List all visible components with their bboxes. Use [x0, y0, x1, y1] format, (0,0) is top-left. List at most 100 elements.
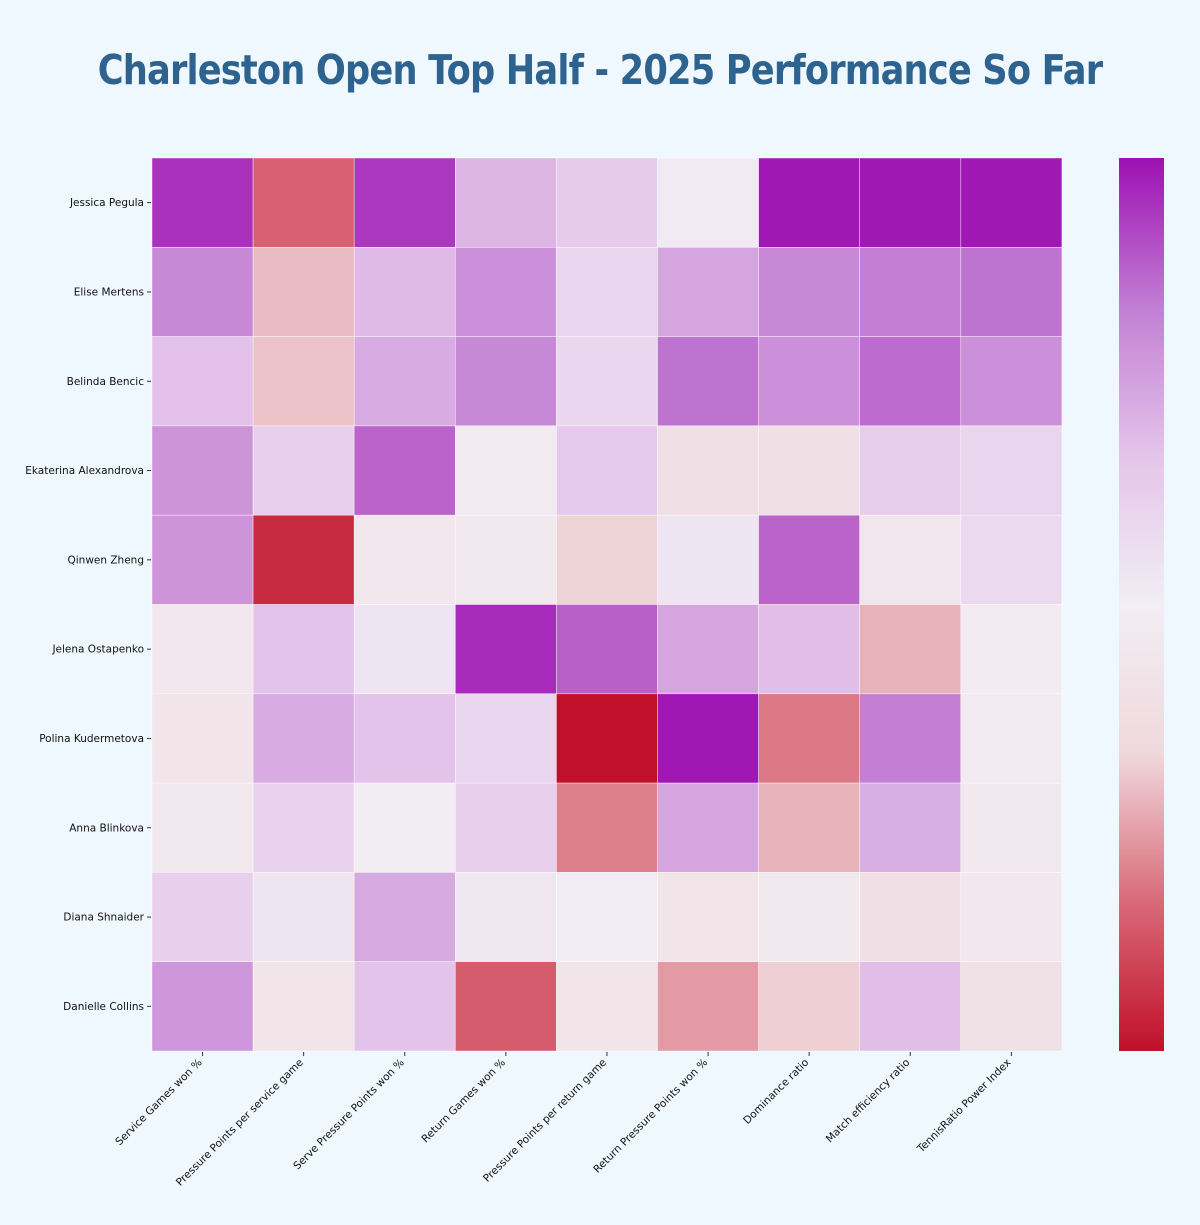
heatmap-cell — [758, 961, 860, 1052]
heatmap-cell — [859, 872, 962, 963]
heatmap-cell — [556, 157, 658, 248]
heatmap-cell — [758, 782, 860, 873]
y-tick-label: Elise Mertens — [74, 286, 144, 298]
y-tick-label: Belinda Bencic — [67, 376, 145, 388]
x-tick-label: TennisRatio Power Index — [914, 1057, 1013, 1156]
heatmap-cell — [556, 247, 658, 337]
heatmap-cell — [657, 604, 759, 695]
y-tick-label: Jessica Pegula — [69, 197, 144, 209]
heatmap-cell — [657, 157, 759, 248]
heatmap-cell — [353, 247, 456, 337]
heatmap-cell — [151, 247, 254, 337]
x-tick-label: Serve Pressure Points won % — [291, 1057, 407, 1173]
y-tick-label: Diana Shnaider — [63, 912, 144, 924]
heatmap-cell — [454, 604, 557, 695]
heatmap-cell — [151, 782, 254, 873]
heatmap-cell — [151, 157, 254, 248]
heatmap-cell — [556, 872, 658, 963]
x-tick-label: Pressure Points per service game — [174, 1057, 306, 1189]
heatmap-cell — [960, 961, 1063, 1052]
x-tick-label: Dominance ratio — [741, 1057, 811, 1127]
heatmap-cell — [556, 604, 658, 695]
heatmap-cell — [556, 514, 658, 605]
heatmap-cell — [151, 514, 254, 605]
heatmap-cell — [252, 336, 355, 427]
heatmap-cell — [960, 604, 1063, 695]
heatmap-cell — [252, 872, 355, 963]
heatmap-cell — [454, 247, 557, 337]
heatmap-cell — [556, 336, 658, 427]
y-tick-label: Polina Kudermetova — [39, 733, 144, 745]
heatmap-cell — [657, 247, 759, 337]
heatmap-cell — [859, 604, 962, 695]
heatmap-cell — [859, 693, 962, 784]
heatmap-cell — [960, 425, 1063, 516]
heatmap-cell — [960, 693, 1063, 784]
x-tick-label: Return Pressure Points won % — [591, 1057, 710, 1176]
heatmap-cell — [353, 425, 456, 516]
heatmap-cell — [960, 782, 1063, 873]
heatmap-cell — [151, 872, 254, 963]
heatmap-cell — [960, 872, 1063, 963]
x-tick-label: Match efficiency ratio — [824, 1057, 913, 1146]
heatmap-cell — [151, 693, 254, 784]
heatmap-cell — [556, 693, 658, 784]
heatmap-cell — [657, 782, 759, 873]
heatmap-cell — [657, 961, 759, 1052]
heatmap-cell — [758, 604, 860, 695]
heatmap-cell — [353, 872, 456, 963]
heatmap-cell — [859, 336, 962, 427]
heatmap-cell — [454, 693, 557, 784]
heatmap-cell — [252, 514, 355, 605]
heatmap-cell — [758, 872, 860, 963]
heatmap-cell — [353, 961, 456, 1052]
y-tick-label: Danielle Collins — [63, 1001, 144, 1013]
y-tick-label: Anna Blinkova — [69, 822, 144, 834]
heatmap-cell — [960, 336, 1063, 427]
heatmap-cell — [960, 514, 1063, 605]
heatmap-cell — [454, 514, 557, 605]
heatmap-cell — [151, 961, 254, 1052]
heatmap-cell — [252, 247, 355, 337]
heatmap-cell — [454, 782, 557, 873]
heatmap-cell — [758, 336, 860, 427]
heatmap-cell — [556, 782, 658, 873]
heatmap-cell — [758, 157, 860, 248]
y-tick-label: Qinwen Zheng — [67, 554, 144, 566]
heatmap-cell — [151, 336, 254, 427]
heatmap-cell — [758, 425, 860, 516]
heatmap-cell — [960, 157, 1063, 248]
heatmap-cell — [657, 336, 759, 427]
colorbar — [1119, 158, 1164, 1051]
heatmap-cell — [151, 425, 254, 516]
y-tick-label: Ekaterina Alexandrova — [25, 465, 144, 477]
heatmap-cell — [556, 425, 658, 516]
x-tick-label: Service Games won % — [113, 1057, 204, 1148]
heatmap-cell — [454, 157, 557, 248]
heatmap-cell — [859, 247, 962, 337]
heatmap-cell — [758, 693, 860, 784]
heatmap-cell — [353, 157, 456, 248]
heatmap-cell — [353, 604, 456, 695]
heatmap-cell — [859, 782, 962, 873]
heatmap-cell — [353, 693, 456, 784]
heatmap-cell — [252, 157, 355, 248]
heatmap-cell — [252, 961, 355, 1052]
heatmap-cell — [859, 157, 962, 248]
heatmap-cell — [252, 693, 355, 784]
heatmap-cell — [353, 514, 456, 605]
heatmap-cell — [758, 247, 860, 337]
heatmap-cell — [353, 336, 456, 427]
x-tick-label: Return Games won % — [419, 1057, 508, 1146]
heatmap-cell — [859, 514, 962, 605]
heatmap-cell — [960, 247, 1063, 337]
heatmap-cell — [353, 782, 456, 873]
heatmap-cell — [657, 872, 759, 963]
heatmap-cell — [252, 782, 355, 873]
heatmap-cell — [252, 425, 355, 516]
heatmap-cell — [859, 961, 962, 1052]
chart-title: Charleston Open Top Half - 2025 Performa… — [97, 46, 1103, 94]
heatmap-cell — [556, 961, 658, 1052]
